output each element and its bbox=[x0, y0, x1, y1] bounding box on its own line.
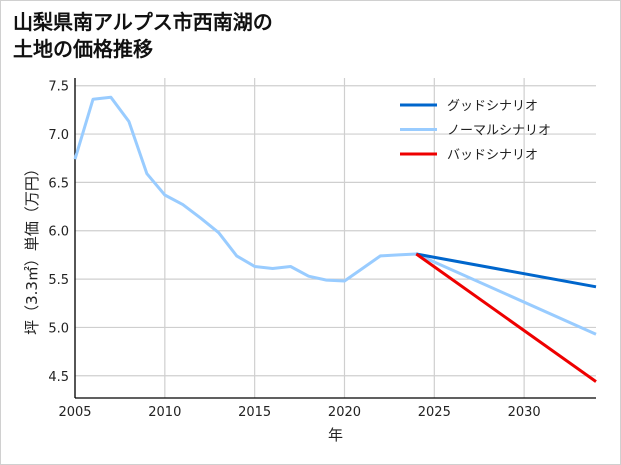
y-tick-label: 4.5 bbox=[48, 370, 69, 385]
x-tick-label: 2025 bbox=[418, 405, 451, 420]
title-line-1: 山梨県南アルプス市西南湖の bbox=[13, 10, 273, 34]
title-line-2: 土地の価格推移 bbox=[13, 37, 153, 61]
legend-label: バッドシナリオ bbox=[447, 148, 538, 163]
y-tick-label: 5.5 bbox=[48, 273, 69, 288]
series-line-bad bbox=[415, 252, 597, 383]
legend-label: ノーマルシナリオ bbox=[447, 124, 551, 139]
x-axis-label: 年 bbox=[328, 426, 343, 444]
x-tick-label: 2005 bbox=[58, 405, 91, 420]
x-tick-label: 2015 bbox=[238, 405, 271, 420]
y-tick-label: 7.5 bbox=[48, 80, 69, 95]
chart-title: 山梨県南アルプス市西南湖の 土地の価格推移 bbox=[13, 9, 273, 63]
series-line-normal bbox=[73, 95, 597, 336]
y-tick-label: 6.5 bbox=[48, 176, 69, 191]
y-tick-label: 6.0 bbox=[48, 225, 69, 240]
legend-label: グッドシナリオ bbox=[447, 99, 538, 114]
y-axis-label: 坪（3.3㎡）単価（万円） bbox=[23, 161, 41, 335]
x-tick-label: 2030 bbox=[508, 405, 541, 420]
x-tick-label: 2010 bbox=[148, 405, 181, 420]
x-tick-label: 2020 bbox=[328, 405, 361, 420]
series-line-good bbox=[416, 252, 597, 289]
y-tick-label: 5.0 bbox=[48, 321, 69, 336]
y-tick-label: 7.0 bbox=[48, 128, 69, 143]
